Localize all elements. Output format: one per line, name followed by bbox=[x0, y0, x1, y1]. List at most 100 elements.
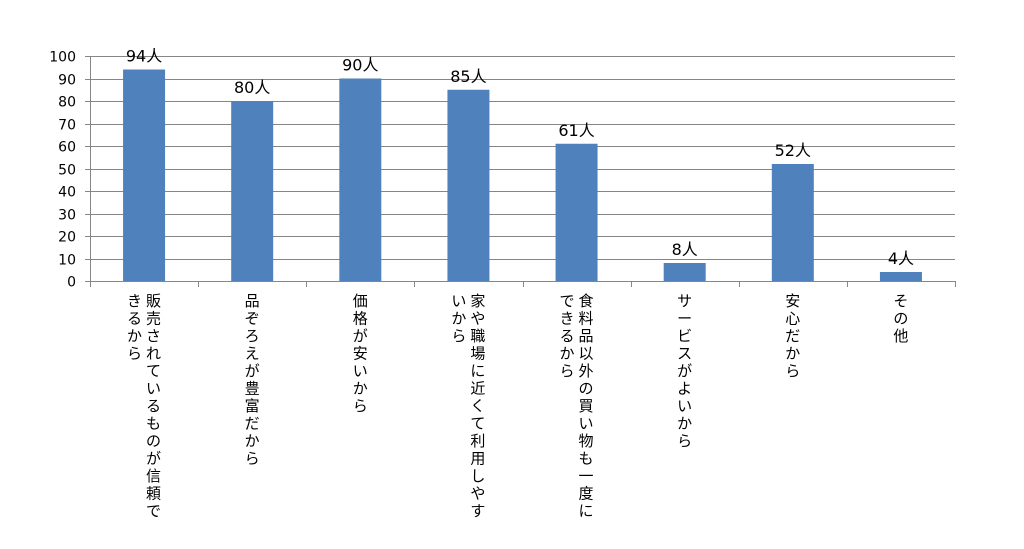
category-label-char: も bbox=[146, 415, 161, 433]
category-label-char: か bbox=[677, 415, 692, 433]
data-label: 90人 bbox=[342, 56, 378, 75]
category-label-char: し bbox=[470, 467, 485, 485]
category-label-char: い bbox=[451, 292, 466, 310]
category-label-char: 富 bbox=[245, 397, 260, 415]
y-tick-label: 80 bbox=[58, 95, 76, 111]
category-label-char: き bbox=[127, 292, 142, 310]
category-label-char: そ bbox=[893, 292, 908, 310]
category-label-char: さ bbox=[146, 327, 161, 345]
category-label-char: 以 bbox=[579, 345, 594, 363]
y-tick-label: 60 bbox=[58, 140, 76, 156]
category-label-char: 安 bbox=[785, 292, 800, 310]
category-label-char: の bbox=[893, 310, 908, 328]
category-label-char: よ bbox=[677, 380, 692, 398]
y-tick-label: 20 bbox=[58, 230, 76, 246]
bar bbox=[231, 101, 274, 281]
y-tick-label: 100 bbox=[49, 50, 76, 66]
category-label-char: 料 bbox=[579, 310, 594, 328]
category-label-char: ー bbox=[677, 310, 692, 328]
category-label-char: か bbox=[353, 380, 368, 398]
gridlines bbox=[90, 56, 955, 260]
category-label-char: き bbox=[560, 310, 575, 328]
category-label-char: い bbox=[146, 380, 161, 398]
category-label-char: て bbox=[470, 415, 485, 433]
category-label-char: 用 bbox=[470, 450, 485, 468]
category-label-char: や bbox=[470, 485, 485, 503]
category-label-char: て bbox=[146, 362, 161, 380]
category-label-char: 品 bbox=[579, 327, 594, 345]
category-label-char: も bbox=[579, 450, 594, 468]
bar bbox=[123, 69, 166, 281]
category-label-char: ら bbox=[560, 362, 575, 380]
category-label-char: が bbox=[146, 450, 161, 468]
category-label-char: ら bbox=[245, 450, 260, 468]
category-label-char: の bbox=[146, 432, 161, 450]
category-label-char: か bbox=[127, 327, 142, 345]
data-label: 4人 bbox=[888, 249, 914, 268]
category-label-char: ら bbox=[451, 327, 466, 345]
category-label-char: ビ bbox=[677, 327, 692, 345]
category-label-char: か bbox=[785, 345, 800, 363]
category-label-char: い bbox=[677, 397, 692, 415]
category-label-char: 一 bbox=[579, 467, 594, 485]
category-label-char: 買 bbox=[579, 397, 594, 415]
category-label-char: 品 bbox=[245, 292, 260, 310]
category-label-char: い bbox=[353, 362, 368, 380]
category-label-char: 外 bbox=[579, 362, 594, 380]
category-label-char: 格 bbox=[353, 310, 368, 328]
data-label: 80人 bbox=[234, 78, 270, 97]
category-label-char: か bbox=[245, 432, 260, 450]
category-label-char: ス bbox=[677, 345, 692, 363]
category-label-char: の bbox=[579, 380, 594, 398]
category-label-char: や bbox=[470, 310, 485, 328]
category-label-char: 利 bbox=[470, 432, 485, 450]
bar bbox=[663, 263, 706, 281]
data-label: 85人 bbox=[450, 67, 486, 86]
y-tick-label: 90 bbox=[58, 73, 76, 89]
x-axis bbox=[90, 281, 956, 287]
data-label: 52人 bbox=[775, 141, 811, 160]
category-label-char: ら bbox=[785, 362, 800, 380]
bars bbox=[123, 69, 922, 281]
category-label-char: か bbox=[560, 345, 575, 363]
category-label-char: が bbox=[245, 362, 260, 380]
category-label-char: れ bbox=[146, 345, 161, 363]
category-label-char: だ bbox=[785, 327, 800, 345]
category-label-char: 頼 bbox=[146, 485, 161, 503]
category-label-char: に bbox=[470, 362, 485, 380]
bar bbox=[879, 272, 922, 281]
y-tick-label: 50 bbox=[58, 163, 76, 179]
data-labels: 94人 80人 90人 85人 61人 8人 52人 4人 bbox=[126, 47, 914, 269]
category-label-char: く bbox=[470, 397, 485, 415]
data-label: 8人 bbox=[672, 240, 698, 259]
category-label-char: る bbox=[127, 310, 142, 328]
category-labels: 販売されているものが信頼できるから品ぞろえが豊富だから価格が安いから家や職場に近… bbox=[127, 292, 908, 520]
category-label-char: が bbox=[677, 362, 692, 380]
y-tick-label: 70 bbox=[58, 118, 76, 134]
category-label-char: 販 bbox=[146, 292, 161, 310]
category-label-char: ら bbox=[353, 397, 368, 415]
category-label-char: ぞ bbox=[245, 310, 260, 328]
category-label-char: 信 bbox=[146, 467, 161, 485]
y-tick-label: 40 bbox=[58, 185, 76, 201]
category-label-char: 豊 bbox=[245, 380, 260, 398]
category-label-char: 食 bbox=[579, 292, 594, 310]
category-label-char: い bbox=[579, 415, 594, 433]
category-label-char: 度 bbox=[579, 485, 594, 503]
category-label-char: で bbox=[560, 292, 575, 310]
category-label-char: 家 bbox=[470, 292, 485, 310]
category-label-char: 近 bbox=[470, 380, 485, 398]
y-tick-label: 30 bbox=[58, 208, 76, 224]
category-label-char: だ bbox=[245, 415, 260, 433]
y-tick-label: 0 bbox=[67, 275, 76, 291]
category-label-char: で bbox=[146, 502, 161, 520]
category-label-char: サ bbox=[677, 292, 692, 310]
category-label-char: ら bbox=[677, 432, 692, 450]
